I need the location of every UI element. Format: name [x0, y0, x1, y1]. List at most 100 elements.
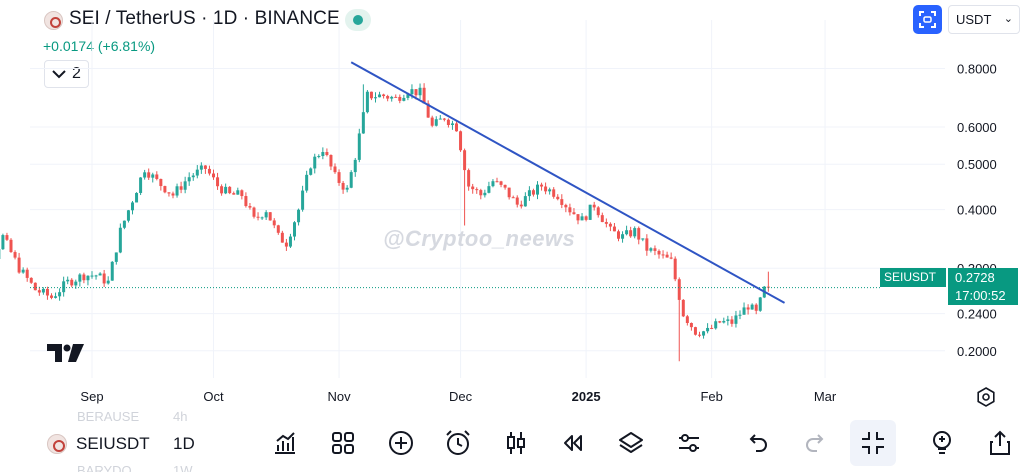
candle-body [276, 225, 280, 233]
time-tick-label: 2025 [572, 389, 601, 404]
candle-body [62, 281, 66, 293]
candle-body [608, 223, 612, 227]
candle-body [511, 197, 515, 199]
chart-type-button[interactable] [271, 429, 299, 457]
candle-body [301, 190, 305, 210]
candle-body [685, 316, 689, 323]
candle-body [369, 91, 373, 99]
scan-button[interactable] [913, 5, 942, 34]
candle-body [9, 239, 13, 253]
sei-logo-icon [44, 11, 63, 30]
candle-body [212, 173, 215, 178]
price-tag-background [948, 268, 1018, 305]
candle-body [232, 193, 236, 195]
candle-body [151, 174, 155, 178]
candle-body [297, 209, 301, 223]
candle-body [21, 269, 25, 273]
candle-body [754, 304, 758, 311]
candle-body [228, 186, 232, 194]
candle-body [564, 204, 568, 208]
candle-body [527, 190, 531, 197]
candle-body [600, 215, 604, 223]
redo-button[interactable] [802, 429, 830, 457]
candle-body [689, 322, 693, 328]
candle-body [333, 166, 337, 173]
market-status-icon[interactable] [345, 9, 371, 31]
undo-button[interactable] [743, 429, 771, 457]
replay-button[interactable] [559, 429, 587, 457]
layers-icon [619, 432, 643, 453]
currency-select[interactable]: USDT ⌄ [948, 5, 1020, 34]
candle-body [499, 181, 503, 185]
candle-body [236, 190, 240, 195]
undo-icon [749, 434, 767, 452]
candle-body [414, 89, 418, 96]
candle-body [147, 172, 151, 178]
settings-button[interactable] [675, 429, 703, 457]
candle-body [560, 199, 564, 205]
candle-body [260, 217, 264, 219]
candle-body [244, 196, 248, 207]
add-indicator-button[interactable] [387, 429, 415, 457]
plus-circle-icon [389, 431, 413, 455]
current-symbol[interactable]: SEIUSDT [76, 434, 150, 453]
candle-body [483, 192, 487, 196]
candle-body [657, 250, 661, 255]
chart-grid [30, 20, 945, 378]
price-tick-label: 0.8000 [957, 61, 997, 76]
watchlist-row-previous[interactable]: BERAUSE 4h [77, 409, 187, 424]
candle-body [280, 232, 284, 243]
candle-body [386, 96, 390, 99]
symbol-title[interactable]: SEI / TetherUS · 1D · BINANCE [69, 8, 340, 29]
candle-body [17, 257, 21, 273]
candle-body [216, 177, 220, 187]
candle-body [272, 220, 276, 226]
exit-fullscreen-button[interactable] [850, 420, 896, 466]
candle-body [746, 307, 750, 310]
candle-body [523, 196, 527, 207]
candle-body [503, 184, 507, 188]
ideas-button[interactable] [928, 429, 956, 457]
watchlist-row-next[interactable]: BARYDO 1W [77, 463, 193, 472]
candle-body [50, 295, 53, 298]
candle-body [191, 175, 195, 178]
candle-body [446, 119, 450, 125]
alert-button[interactable] [444, 429, 472, 457]
price-change: +0.0174 (+6.81%) [43, 38, 156, 54]
candle-body [374, 97, 377, 99]
candle-body [353, 159, 357, 173]
candle-body [442, 118, 446, 120]
candle-body [584, 216, 588, 220]
candle-body [118, 227, 122, 253]
time-tick-label: Sep [80, 389, 103, 404]
price-tag-value: 0.2728 [955, 270, 995, 285]
time-tick-label: Oct [203, 389, 224, 404]
candle-body [693, 327, 697, 335]
chart-settings-icon[interactable] [976, 387, 996, 407]
share-button[interactable] [986, 429, 1014, 457]
candle-body [106, 280, 110, 284]
watchlist-symbol: BERAUSE [77, 409, 140, 424]
candle-body [155, 174, 159, 179]
share-icon [990, 430, 1010, 455]
price-tick-label: 0.6000 [957, 120, 997, 135]
indicators-toggle-button[interactable]: 2 [44, 60, 89, 88]
price-tick-label: 0.5000 [957, 157, 997, 172]
bar-chart-icon [275, 432, 295, 454]
candle-body [422, 87, 426, 104]
layers-button[interactable] [617, 429, 645, 457]
candle-body [612, 226, 616, 232]
candle-body [167, 192, 171, 194]
current-timeframe[interactable]: 1D [173, 434, 195, 453]
chevron-down-icon [52, 70, 66, 79]
tradingview-logo-icon[interactable] [47, 344, 85, 362]
layout-button[interactable] [329, 429, 357, 457]
trendline [350, 61, 786, 304]
chevron-down-icon: ⌄ [1003, 13, 1013, 25]
bar-style-button[interactable] [502, 429, 530, 457]
candle-body [738, 314, 742, 316]
candle-body [256, 216, 260, 218]
candle-body [159, 178, 163, 187]
bottom-toolbar: BERAUSE 4h BARYDO 1W SEIUSDT 1D [0, 409, 1024, 472]
candle-body [252, 207, 256, 217]
